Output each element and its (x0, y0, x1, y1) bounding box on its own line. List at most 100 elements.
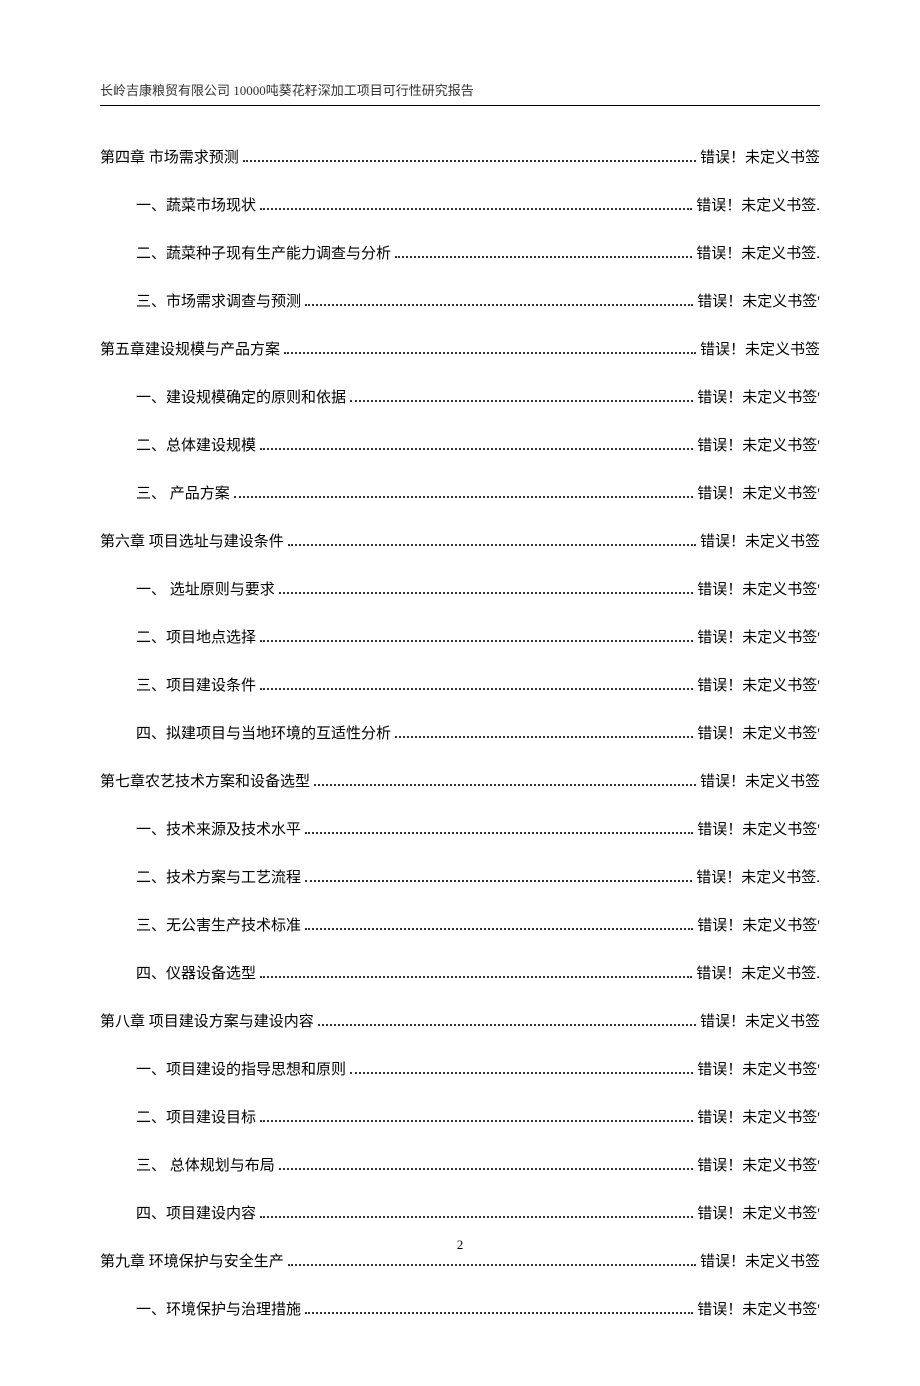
toc-entry: 二、项目地点选择 错误！未定义书签' (100, 626, 820, 650)
toc-leader-dots (260, 1216, 693, 1218)
toc-leader-dots (260, 640, 693, 642)
toc-entry-ref: 错误！未定义书签' (697, 1298, 820, 1322)
toc-leader-dots (318, 1024, 696, 1026)
toc-leader-dots (305, 880, 692, 882)
toc-entry-title: 一、 选址原则与要求 (136, 578, 275, 602)
toc-entry-ref: 错误！未定义书签. (696, 242, 820, 266)
toc-entry-ref: 错误！未定义书签 (700, 338, 820, 362)
toc-leader-dots (395, 736, 693, 738)
toc-leader-dots (350, 400, 693, 402)
toc-leader-dots (243, 160, 696, 162)
toc-entry-ref: 错误！未定义书签' (697, 818, 820, 842)
toc-leader-dots (284, 352, 696, 354)
toc-entry: 一、 选址原则与要求 错误！未定义书签' (100, 578, 820, 602)
toc-leader-dots (305, 1312, 693, 1314)
toc-entry-title: 二、总体建设规模 (136, 434, 256, 458)
toc-entry-ref: 错误！未定义书签. (696, 194, 820, 218)
toc-entry: 三、市场需求调查与预测 错误！未定义书签' (100, 290, 820, 314)
toc-leader-dots (260, 688, 693, 690)
toc-entry: 一、环境保护与治理措施 错误！未定义书签' (100, 1298, 820, 1322)
toc-entry-ref: 错误！未定义书签. (696, 866, 820, 890)
toc-entry-title: 第六章 项目选址与建设条件 (100, 530, 284, 554)
toc-entry: 第八章 项目建设方案与建设内容 错误！未定义书签 (100, 1010, 820, 1034)
page-number: 2 (0, 1237, 920, 1253)
toc-entry-ref: 错误！未定义书签 (700, 146, 820, 170)
toc-entry: 二、项目建设目标 错误！未定义书签' (100, 1106, 820, 1130)
toc-entry-title: 一、建设规模确定的原则和依据 (136, 386, 346, 410)
toc-entry: 四、项目建设内容 错误！未定义书签' (100, 1202, 820, 1226)
toc-leader-dots (288, 544, 696, 546)
toc-entry: 四、仪器设备选型 错误！未定义书签. (100, 962, 820, 986)
toc-entry: 二、总体建设规模 错误！未定义书签' (100, 434, 820, 458)
toc-entry-ref: 错误！未定义书签. (696, 962, 820, 986)
toc-entry-ref: 错误！未定义书签' (697, 482, 820, 506)
toc-entry: 第四章 市场需求预测 错误！未定义书签 (100, 146, 820, 170)
toc-entry-title: 一、蔬菜市场现状 (136, 194, 256, 218)
toc-entry-ref: 错误！未定义书签' (697, 1106, 820, 1130)
toc-entry-title: 一、项目建设的指导思想和原则 (136, 1058, 346, 1082)
toc-entry-title: 三、 产品方案 (136, 482, 230, 506)
toc-entry-ref: 错误！未定义书签 (700, 770, 820, 794)
toc-leader-dots (279, 592, 694, 594)
toc-leader-dots (350, 1072, 693, 1074)
toc-entry-title: 一、技术来源及技术水平 (136, 818, 301, 842)
toc-entry-ref: 错误！未定义书签' (697, 626, 820, 650)
toc-leader-dots (260, 208, 692, 210)
toc-entry-ref: 错误！未定义书签 (700, 1010, 820, 1034)
toc-entry-title: 三、市场需求调查与预测 (136, 290, 301, 314)
toc-entry: 第七章农艺技术方案和设备选型 错误！未定义书签 (100, 770, 820, 794)
toc-entry-ref: 错误！未定义书签' (697, 386, 820, 410)
toc-entry-title: 二、项目建设目标 (136, 1106, 256, 1130)
toc-entry-title: 一、环境保护与治理措施 (136, 1298, 301, 1322)
toc-entry-ref: 错误！未定义书签' (697, 1154, 820, 1178)
toc-entry-title: 第九章 环境保护与安全生产 (100, 1250, 284, 1274)
toc-entry-title: 第八章 项目建设方案与建设内容 (100, 1010, 314, 1034)
toc-entry-ref: 错误！未定义书签' (697, 674, 820, 698)
toc-entry-title: 第七章农艺技术方案和设备选型 (100, 770, 310, 794)
document-page: 长岭吉康粮贸有限公司 10000吨葵花籽深加工项目可行性研究报告 第四章 市场需… (0, 0, 920, 1386)
toc-entry: 三、 总体规划与布局 错误！未定义书签' (100, 1154, 820, 1178)
toc-leader-dots (260, 1120, 693, 1122)
page-header: 长岭吉康粮贸有限公司 10000吨葵花籽深加工项目可行性研究报告 (100, 80, 820, 106)
toc-leader-dots (288, 1264, 696, 1266)
toc-entry: 一、技术来源及技术水平 错误！未定义书签' (100, 818, 820, 842)
toc-leader-dots (305, 928, 693, 930)
toc-entry: 一、项目建设的指导思想和原则 错误！未定义书签' (100, 1058, 820, 1082)
toc-entry-ref: 错误！未定义书签' (697, 1202, 820, 1226)
toc-entry-title: 四、拟建项目与当地环境的互适性分析 (136, 722, 391, 746)
toc-leader-dots (305, 304, 693, 306)
toc-entry-ref: 错误！未定义书签 (700, 1250, 820, 1274)
toc-entry: 二、蔬菜种子现有生产能力调查与分析 错误！未定义书签. (100, 242, 820, 266)
toc-leader-dots (260, 976, 692, 978)
toc-entry-title: 二、技术方案与工艺流程 (136, 866, 301, 890)
toc-entry-ref: 错误！未定义书签' (697, 722, 820, 746)
toc-entry: 一、蔬菜市场现状 错误！未定义书签. (100, 194, 820, 218)
table-of-contents: 第四章 市场需求预测 错误！未定义书签一、蔬菜市场现状 错误！未定义书签.二、蔬… (100, 146, 820, 1322)
toc-entry: 四、拟建项目与当地环境的互适性分析 错误！未定义书签' (100, 722, 820, 746)
toc-entry-title: 三、项目建设条件 (136, 674, 256, 698)
toc-entry: 三、 产品方案 错误！未定义书签' (100, 482, 820, 506)
toc-entry-ref: 错误！未定义书签' (697, 578, 820, 602)
toc-entry: 三、无公害生产技术标准 错误！未定义书签' (100, 914, 820, 938)
toc-entry: 第九章 环境保护与安全生产 错误！未定义书签 (100, 1250, 820, 1274)
toc-entry: 第五章建设规模与产品方案 错误！未定义书签 (100, 338, 820, 362)
toc-leader-dots (260, 448, 693, 450)
toc-leader-dots (305, 832, 693, 834)
toc-leader-dots (279, 1168, 694, 1170)
toc-leader-dots (395, 256, 692, 258)
toc-entry: 二、技术方案与工艺流程 错误！未定义书签. (100, 866, 820, 890)
toc-entry-ref: 错误！未定义书签 (700, 530, 820, 554)
toc-entry-ref: 错误！未定义书签' (697, 1058, 820, 1082)
toc-entry: 三、项目建设条件 错误！未定义书签' (100, 674, 820, 698)
toc-entry-title: 三、 总体规划与布局 (136, 1154, 275, 1178)
toc-leader-dots (314, 784, 696, 786)
toc-entry-title: 第五章建设规模与产品方案 (100, 338, 280, 362)
toc-entry-title: 三、无公害生产技术标准 (136, 914, 301, 938)
toc-entry-title: 二、蔬菜种子现有生产能力调查与分析 (136, 242, 391, 266)
toc-entry: 第六章 项目选址与建设条件 错误！未定义书签 (100, 530, 820, 554)
toc-entry-ref: 错误！未定义书签' (697, 290, 820, 314)
toc-entry-title: 四、仪器设备选型 (136, 962, 256, 986)
toc-entry-title: 四、项目建设内容 (136, 1202, 256, 1226)
toc-leader-dots (234, 496, 694, 498)
toc-entry-ref: 错误！未定义书签' (697, 914, 820, 938)
